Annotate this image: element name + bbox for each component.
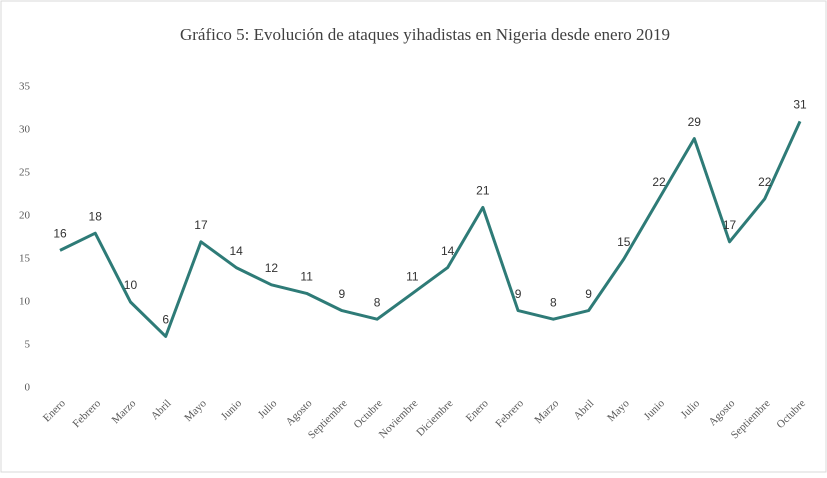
data-label: 16: [53, 227, 67, 241]
y-tick-label: 5: [25, 339, 31, 351]
data-label: 22: [758, 175, 772, 189]
data-label: 6: [162, 313, 169, 327]
data-label: 29: [688, 115, 702, 129]
y-tick-label: 10: [19, 296, 31, 308]
y-tick-label: 30: [19, 124, 31, 136]
y-tick-label: 0: [25, 382, 31, 394]
data-label: 9: [585, 287, 592, 301]
data-label: 14: [230, 244, 244, 258]
data-label: 8: [550, 295, 557, 309]
y-tick-label: 15: [19, 253, 31, 265]
data-line: [59, 120, 802, 338]
chart-title: Gráfico 5: Evolución de ataques yihadist…: [180, 25, 670, 44]
data-label: 17: [194, 218, 208, 232]
data-label: 12: [265, 261, 279, 275]
data-label: 17: [723, 218, 737, 232]
data-label: 9: [515, 287, 522, 301]
data-label: 10: [124, 278, 138, 292]
y-tick-label: 20: [19, 210, 31, 222]
data-label: 11: [406, 270, 419, 284]
data-label: 9: [339, 287, 346, 301]
data-label: 22: [652, 175, 666, 189]
data-label: 31: [793, 98, 807, 112]
data-label: 18: [89, 209, 103, 223]
data-label: 15: [617, 235, 631, 249]
data-label: 11: [300, 270, 313, 284]
data-label: 8: [374, 295, 381, 309]
y-tick-label: 25: [19, 167, 31, 179]
data-label: 14: [441, 244, 455, 258]
data-label: 21: [476, 184, 490, 198]
y-tick-label: 35: [19, 81, 31, 93]
